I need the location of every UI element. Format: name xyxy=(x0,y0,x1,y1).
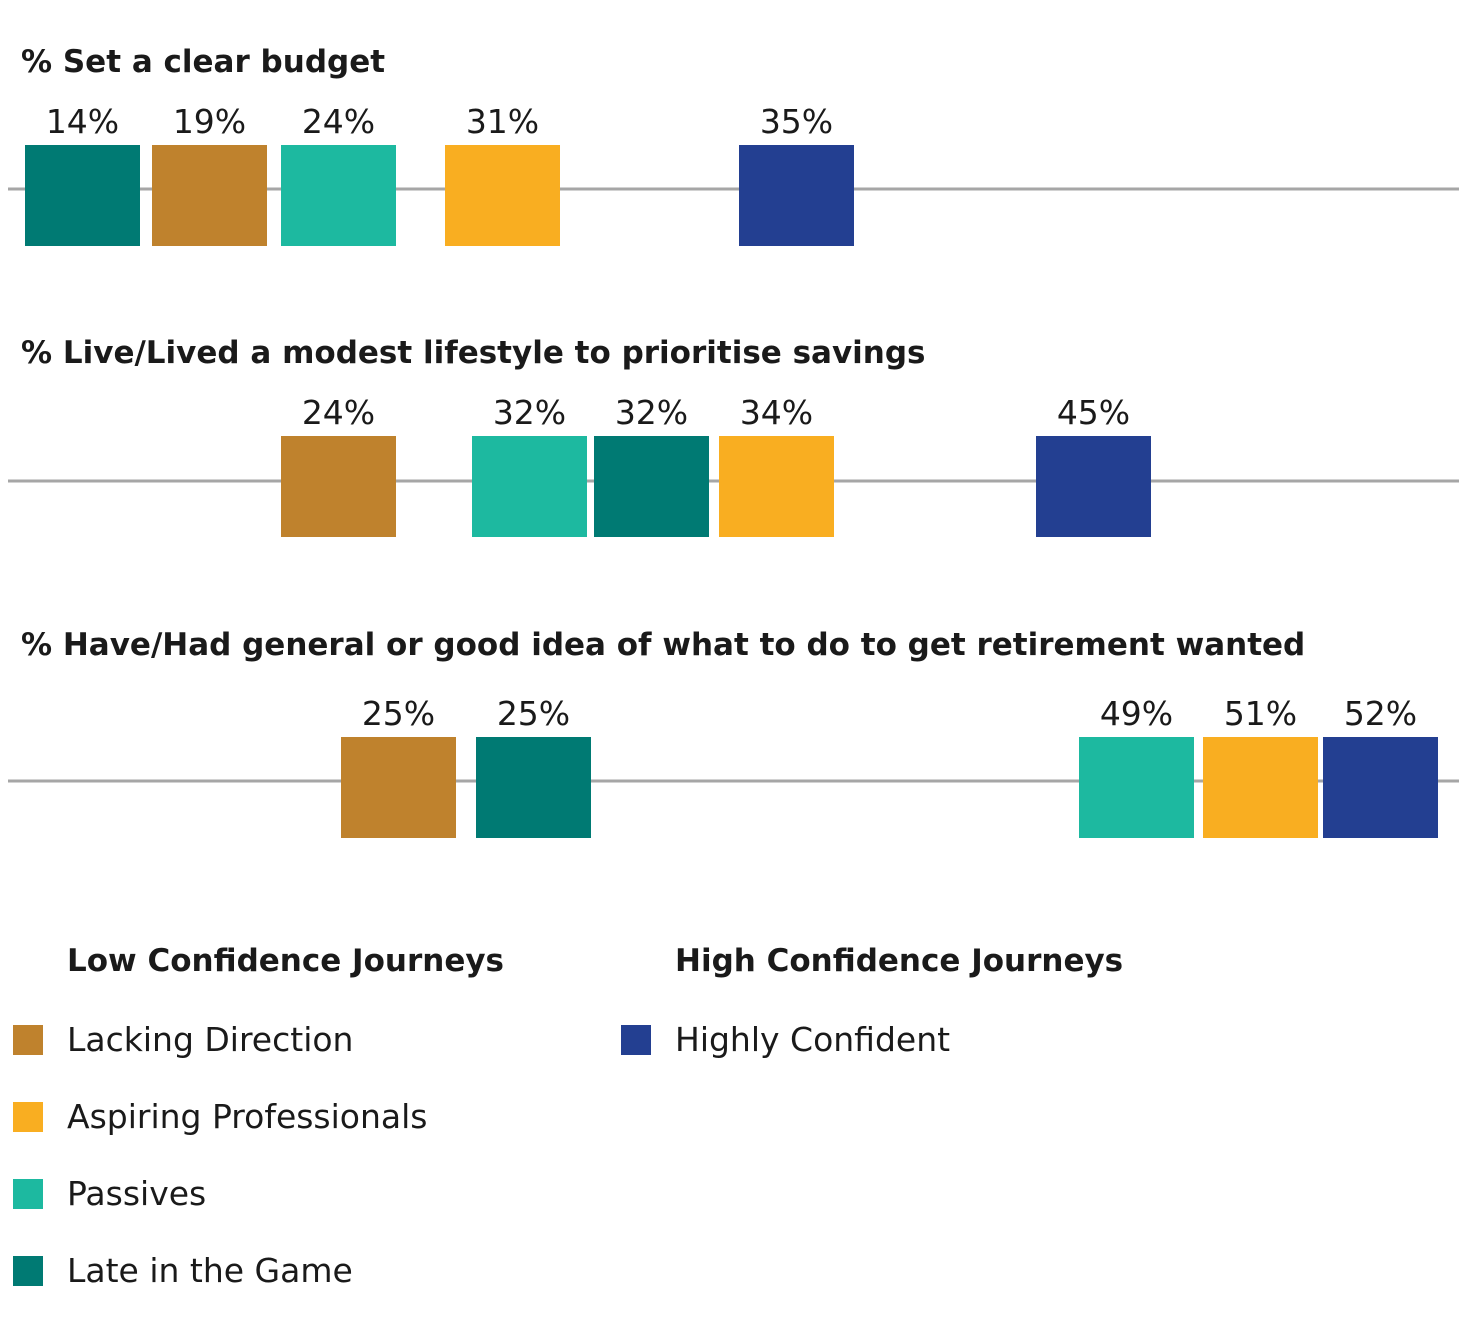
panel-title: % Live/Lived a modest lifestyle to prior… xyxy=(21,335,926,371)
value-label-aspiring-professionals: 34% xyxy=(740,393,813,432)
marker-lacking-direction xyxy=(341,737,456,838)
value-label-late-in-the-game: 32% xyxy=(615,393,688,432)
panel-1: % Set a clear budget 14% 19% 24% 31% 35% xyxy=(8,44,1459,246)
panel-title: % Have/Had general or good idea of what … xyxy=(21,627,1305,663)
value-label-lacking-direction: 24% xyxy=(302,393,375,432)
value-label-aspiring-professionals: 31% xyxy=(466,102,539,141)
legend-swatch-late-in-the-game xyxy=(13,1256,43,1286)
value-label-lacking-direction: 25% xyxy=(362,694,435,733)
value-label-highly-confident: 35% xyxy=(760,102,833,141)
legend-swatch-highly-confident xyxy=(621,1025,651,1055)
marker-aspiring-professionals xyxy=(719,436,834,537)
legend-swatch-passives xyxy=(13,1179,43,1209)
value-label-passives: 49% xyxy=(1100,694,1173,733)
value-label-late-in-the-game: 14% xyxy=(46,102,119,141)
marker-lacking-direction xyxy=(281,436,396,537)
marker-aspiring-professionals xyxy=(1203,737,1318,838)
marker-passives xyxy=(1079,737,1194,838)
marker-highly-confident xyxy=(739,145,854,246)
marker-aspiring-professionals xyxy=(445,145,560,246)
legend-label-lacking-direction: Lacking Direction xyxy=(67,1020,353,1059)
value-label-lacking-direction: 19% xyxy=(173,102,246,141)
value-label-aspiring-professionals: 51% xyxy=(1224,694,1297,733)
legend-label-highly-confident: Highly Confident xyxy=(675,1020,950,1059)
legend-swatch-aspiring-professionals xyxy=(13,1102,43,1132)
marker-late-in-the-game xyxy=(594,436,709,537)
legend-label-aspiring-professionals: Aspiring Professionals xyxy=(67,1097,428,1136)
value-label-passives: 32% xyxy=(493,393,566,432)
marker-late-in-the-game xyxy=(25,145,140,246)
marker-highly-confident xyxy=(1323,737,1438,838)
marker-lacking-direction xyxy=(152,145,267,246)
legend-label-passives: Passives xyxy=(67,1174,206,1213)
legend: Low Confidence Journeys High Confidence J… xyxy=(13,943,1123,1290)
value-label-highly-confident: 45% xyxy=(1057,393,1130,432)
panel-2: % Live/Lived a modest lifestyle to prior… xyxy=(8,335,1459,537)
legend-heading-low: Low Confidence Journeys xyxy=(67,943,504,979)
value-label-late-in-the-game: 25% xyxy=(497,694,570,733)
marker-highly-confident xyxy=(1036,436,1151,537)
marker-passives xyxy=(472,436,587,537)
panel-3: % Have/Had general or good idea of what … xyxy=(8,627,1459,838)
value-label-passives: 24% xyxy=(302,102,375,141)
legend-heading-high: High Confidence Journeys xyxy=(675,943,1123,979)
legend-swatch-lacking-direction xyxy=(13,1025,43,1055)
marker-passives xyxy=(281,145,396,246)
marker-late-in-the-game xyxy=(476,737,591,838)
value-label-highly-confident: 52% xyxy=(1344,694,1417,733)
legend-label-late-in-the-game: Late in the Game xyxy=(67,1251,353,1290)
panel-title: % Set a clear budget xyxy=(21,44,385,80)
